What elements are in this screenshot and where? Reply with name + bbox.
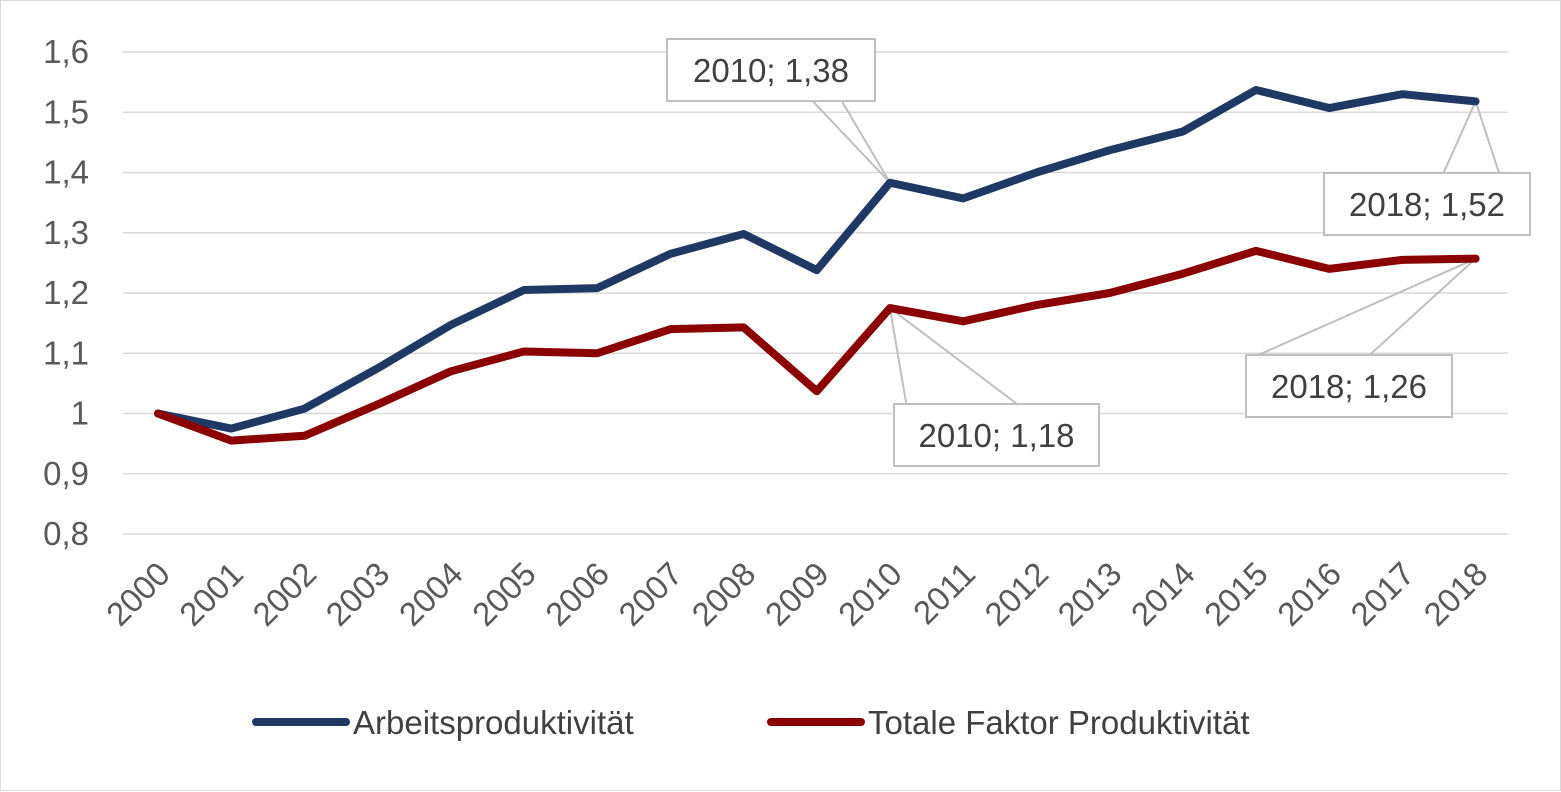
series-line-0 <box>154 85 1480 433</box>
x-tick-label: 2007 <box>611 555 689 633</box>
legend-label-0: Arbeitsproduktivität <box>353 704 634 741</box>
x-tick-label: 2016 <box>1270 555 1348 633</box>
y-tick-label: 1 <box>71 395 89 432</box>
data-callouts: 2010; 1,38 2018; 1,52 2010; 1,18 2018; 1,26 <box>666 38 1531 467</box>
y-tick-label: 1,1 <box>43 334 89 371</box>
callout-label: 2010; 1,18 <box>919 417 1075 454</box>
series-lines <box>154 85 1480 445</box>
y-tick-label: 1,6 <box>43 33 89 70</box>
x-tick-label: 2018 <box>1416 555 1494 633</box>
legend-label-1: Totale Faktor Produktivität <box>868 704 1250 741</box>
x-axis-ticks: 2000200120022003200420052006200720082009… <box>99 555 1495 633</box>
x-tick-label: 2002 <box>245 555 323 633</box>
legend: Arbeitsproduktivität Totale Faktor Produk… <box>252 704 1250 741</box>
x-tick-label: 2000 <box>99 555 177 633</box>
x-tick-label: 2013 <box>1050 555 1128 633</box>
x-tick-label: 2006 <box>538 555 616 633</box>
x-tick-label: 2011 <box>906 555 982 631</box>
x-tick-label: 2010 <box>831 555 909 633</box>
callout-box <box>1245 354 1453 418</box>
x-tick-label: 2008 <box>684 555 762 633</box>
x-tick-label: 2012 <box>977 555 1055 633</box>
callout-label: 2010; 1,38 <box>693 52 849 89</box>
y-tick-label: 1,4 <box>43 154 89 191</box>
y-tick-label: 1,3 <box>43 214 89 251</box>
callout-box <box>1323 172 1531 236</box>
callout-label: 2018; 1,26 <box>1271 368 1427 405</box>
x-tick-label: 2015 <box>1197 555 1275 633</box>
callout-box <box>893 403 1100 467</box>
callout-label: 2018; 1,52 <box>1349 186 1505 223</box>
x-tick-label: 2014 <box>1124 555 1202 633</box>
y-axis-ticks: 0,8 0,9 1 1,1 1,2 1,3 1,4 1,5 1,6 <box>43 33 89 552</box>
x-tick-label: 2004 <box>392 555 470 633</box>
x-tick-label: 2017 <box>1343 555 1421 633</box>
x-tick-label: 2005 <box>465 555 543 633</box>
callout-leader <box>811 100 891 184</box>
y-tick-label: 1,5 <box>43 93 89 130</box>
x-tick-label: 2003 <box>318 555 396 633</box>
x-tick-label: 2001 <box>172 555 250 633</box>
y-tick-label: 0,9 <box>43 455 89 492</box>
gridlines <box>123 51 1508 535</box>
series-line-1 <box>154 246 1480 445</box>
x-tick-label: 2009 <box>758 555 836 633</box>
callout-leader <box>1257 257 1477 356</box>
y-tick-label: 0,8 <box>43 515 89 552</box>
callout-box <box>666 38 876 102</box>
y-tick-label: 1,2 <box>43 274 89 311</box>
